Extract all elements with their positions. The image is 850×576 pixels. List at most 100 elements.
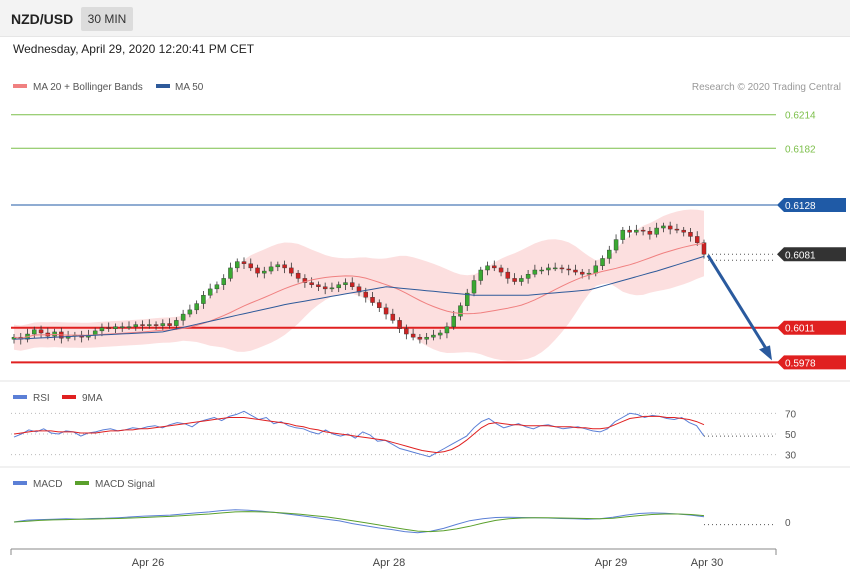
- candle-up: [485, 265, 490, 271]
- price-panel: 0.6214 0.6182 0.6128 0.6081 0.6011 0.5978: [11, 111, 846, 370]
- candle-up: [160, 323, 166, 326]
- candle-down: [410, 333, 416, 338]
- candle-up: [532, 269, 538, 275]
- candle-down: [674, 228, 680, 231]
- candle-down: [106, 327, 111, 329]
- candle-down: [377, 302, 382, 308]
- candle-down: [573, 269, 578, 273]
- candle-down: [390, 313, 396, 321]
- level-label-0.6214: 0.6214: [785, 111, 816, 122]
- candle-up: [634, 229, 639, 233]
- candle-up: [113, 326, 118, 329]
- candle-up: [329, 287, 335, 290]
- x-tick-label: Apr 26: [132, 557, 164, 569]
- x-axis: Apr 26 Apr 28 Apr 29 Apr 30: [10, 548, 777, 569]
- candle-down: [140, 324, 145, 326]
- legend-label-rsi: RSI: [33, 393, 50, 404]
- candle-down: [383, 307, 389, 315]
- legend-label-ma20: MA 20 + Bollinger Bands: [33, 82, 143, 93]
- candle-down: [289, 267, 294, 274]
- legend-swatch-rsi-ma: [62, 395, 76, 399]
- candle-up: [194, 303, 199, 311]
- candle-up: [228, 267, 233, 279]
- macd-signal-line: [13, 511, 705, 533]
- candle-up: [214, 284, 220, 290]
- candle-down: [492, 265, 497, 269]
- candle-up: [444, 326, 450, 334]
- candle-up: [437, 332, 443, 336]
- candle-down: [295, 272, 301, 279]
- timeframe-badge[interactable]: 30 MIN: [81, 7, 133, 31]
- x-tick-label: Apr 29: [595, 557, 627, 569]
- candle-up: [613, 239, 619, 251]
- rsi-tick-label: 50: [785, 430, 797, 441]
- candle-down: [397, 320, 402, 329]
- top-bar: NZD/USD 30 MIN: [0, 0, 850, 37]
- candle-down: [681, 229, 686, 233]
- candle-down: [316, 284, 321, 287]
- candle-down: [350, 282, 355, 287]
- candle-up: [546, 267, 551, 271]
- candle-down: [282, 264, 287, 269]
- legend-label-ma50: MA 50: [175, 82, 204, 93]
- candle-down: [417, 336, 423, 340]
- candle-down: [370, 297, 375, 303]
- candle-down: [512, 278, 517, 282]
- candle-up: [586, 272, 592, 275]
- legend-label-rsi-ma: 9MA: [82, 393, 103, 404]
- chart-datetime: Wednesday, April 29, 2020 12:20:41 PM CE…: [13, 42, 255, 56]
- candle-up: [539, 269, 544, 272]
- candle-up: [120, 326, 125, 328]
- candle-up: [525, 274, 531, 279]
- candle-up: [174, 320, 179, 326]
- candle-down: [309, 282, 314, 285]
- candle-up: [180, 313, 186, 321]
- candle-up: [133, 324, 138, 327]
- rsi-tick-label: 70: [785, 409, 797, 420]
- candle-up: [336, 284, 341, 289]
- candle-up: [458, 305, 463, 317]
- candle-up: [471, 280, 477, 294]
- level-label-0.6011: 0.6011: [785, 324, 815, 335]
- candle-up: [268, 266, 274, 272]
- level-tag-0.5978: [777, 355, 846, 370]
- level-label-0.6182: 0.6182: [785, 144, 816, 155]
- candle-up: [607, 249, 612, 259]
- candle-down: [566, 268, 571, 271]
- candle-down: [248, 263, 253, 269]
- legend-label-macd-signal: MACD Signal: [95, 479, 155, 490]
- macd-line: [13, 509, 705, 534]
- candle-up: [207, 288, 213, 296]
- candle-down: [363, 291, 368, 298]
- level-tag-0.6081: [777, 247, 846, 262]
- rsi-line: [13, 410, 705, 458]
- legend-swatch-macd: [13, 481, 27, 485]
- candle-down: [505, 271, 511, 279]
- candle-down: [627, 229, 632, 233]
- candle-up: [221, 278, 226, 285]
- candle-down: [241, 261, 247, 264]
- candle-up: [147, 324, 152, 326]
- candle-down: [580, 271, 585, 275]
- candle-down: [38, 329, 44, 334]
- candle-up: [654, 227, 659, 235]
- level-tag-0.6011: [777, 320, 846, 335]
- candle-down: [153, 324, 159, 326]
- candle-down: [322, 286, 328, 290]
- x-tick-label: Apr 30: [691, 557, 723, 569]
- rsi-legend: RSI 9MA: [13, 393, 103, 404]
- forecast-arrow-head: [759, 345, 772, 361]
- ma20-line: [13, 243, 705, 339]
- candle-down: [695, 236, 700, 243]
- candle-down: [559, 267, 565, 270]
- legend-swatch-rsi: [13, 395, 27, 399]
- forecast-arrow-shaft: [706, 254, 771, 355]
- price-legend: MA 20 + Bollinger Bands MA 50: [13, 82, 204, 93]
- level-tag-0.6128: [777, 197, 846, 212]
- candle-up: [552, 267, 558, 270]
- candle-up: [451, 315, 456, 327]
- candle-up: [275, 264, 281, 268]
- candle-down: [302, 278, 308, 283]
- candle-up: [343, 282, 348, 285]
